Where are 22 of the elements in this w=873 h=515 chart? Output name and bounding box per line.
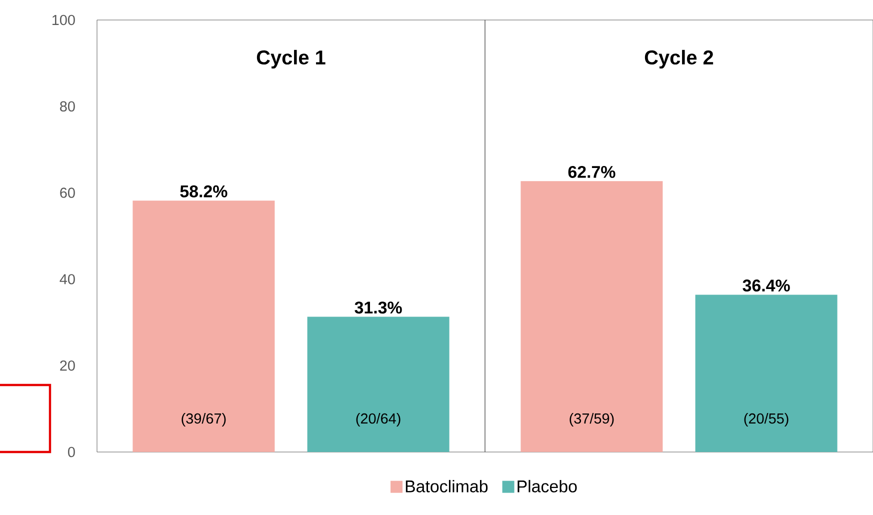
legend-label: Placebo (518, 480, 577, 492)
bar (132, 200, 275, 452)
data-label: 31.3% (354, 302, 402, 314)
x-tick-label: Cycle 2 (644, 50, 714, 68)
x-tick-label: Cycle 1 (256, 50, 326, 68)
annotation: (37/59) (570, 413, 614, 426)
y-tick-label: 40 (60, 274, 75, 284)
y-tick-label: 20 (60, 360, 75, 371)
annotation: (20/55) (744, 413, 788, 426)
y-tick-label: 100 (52, 14, 75, 26)
bar (520, 181, 663, 452)
y-tick-label: 60 (60, 188, 75, 198)
annotation: (20/64) (356, 413, 400, 426)
bar (307, 316, 450, 452)
data-label: 58.2% (180, 185, 228, 198)
data-label: 62.7% (568, 166, 616, 178)
y-tick-label: 0 (68, 446, 75, 458)
y-tick-label: 80 (60, 101, 75, 112)
bar (695, 294, 838, 452)
legend-label: Batoclimab (406, 480, 488, 492)
data-label: 36.4% (742, 280, 790, 292)
annotation: (39/67) (182, 413, 226, 426)
